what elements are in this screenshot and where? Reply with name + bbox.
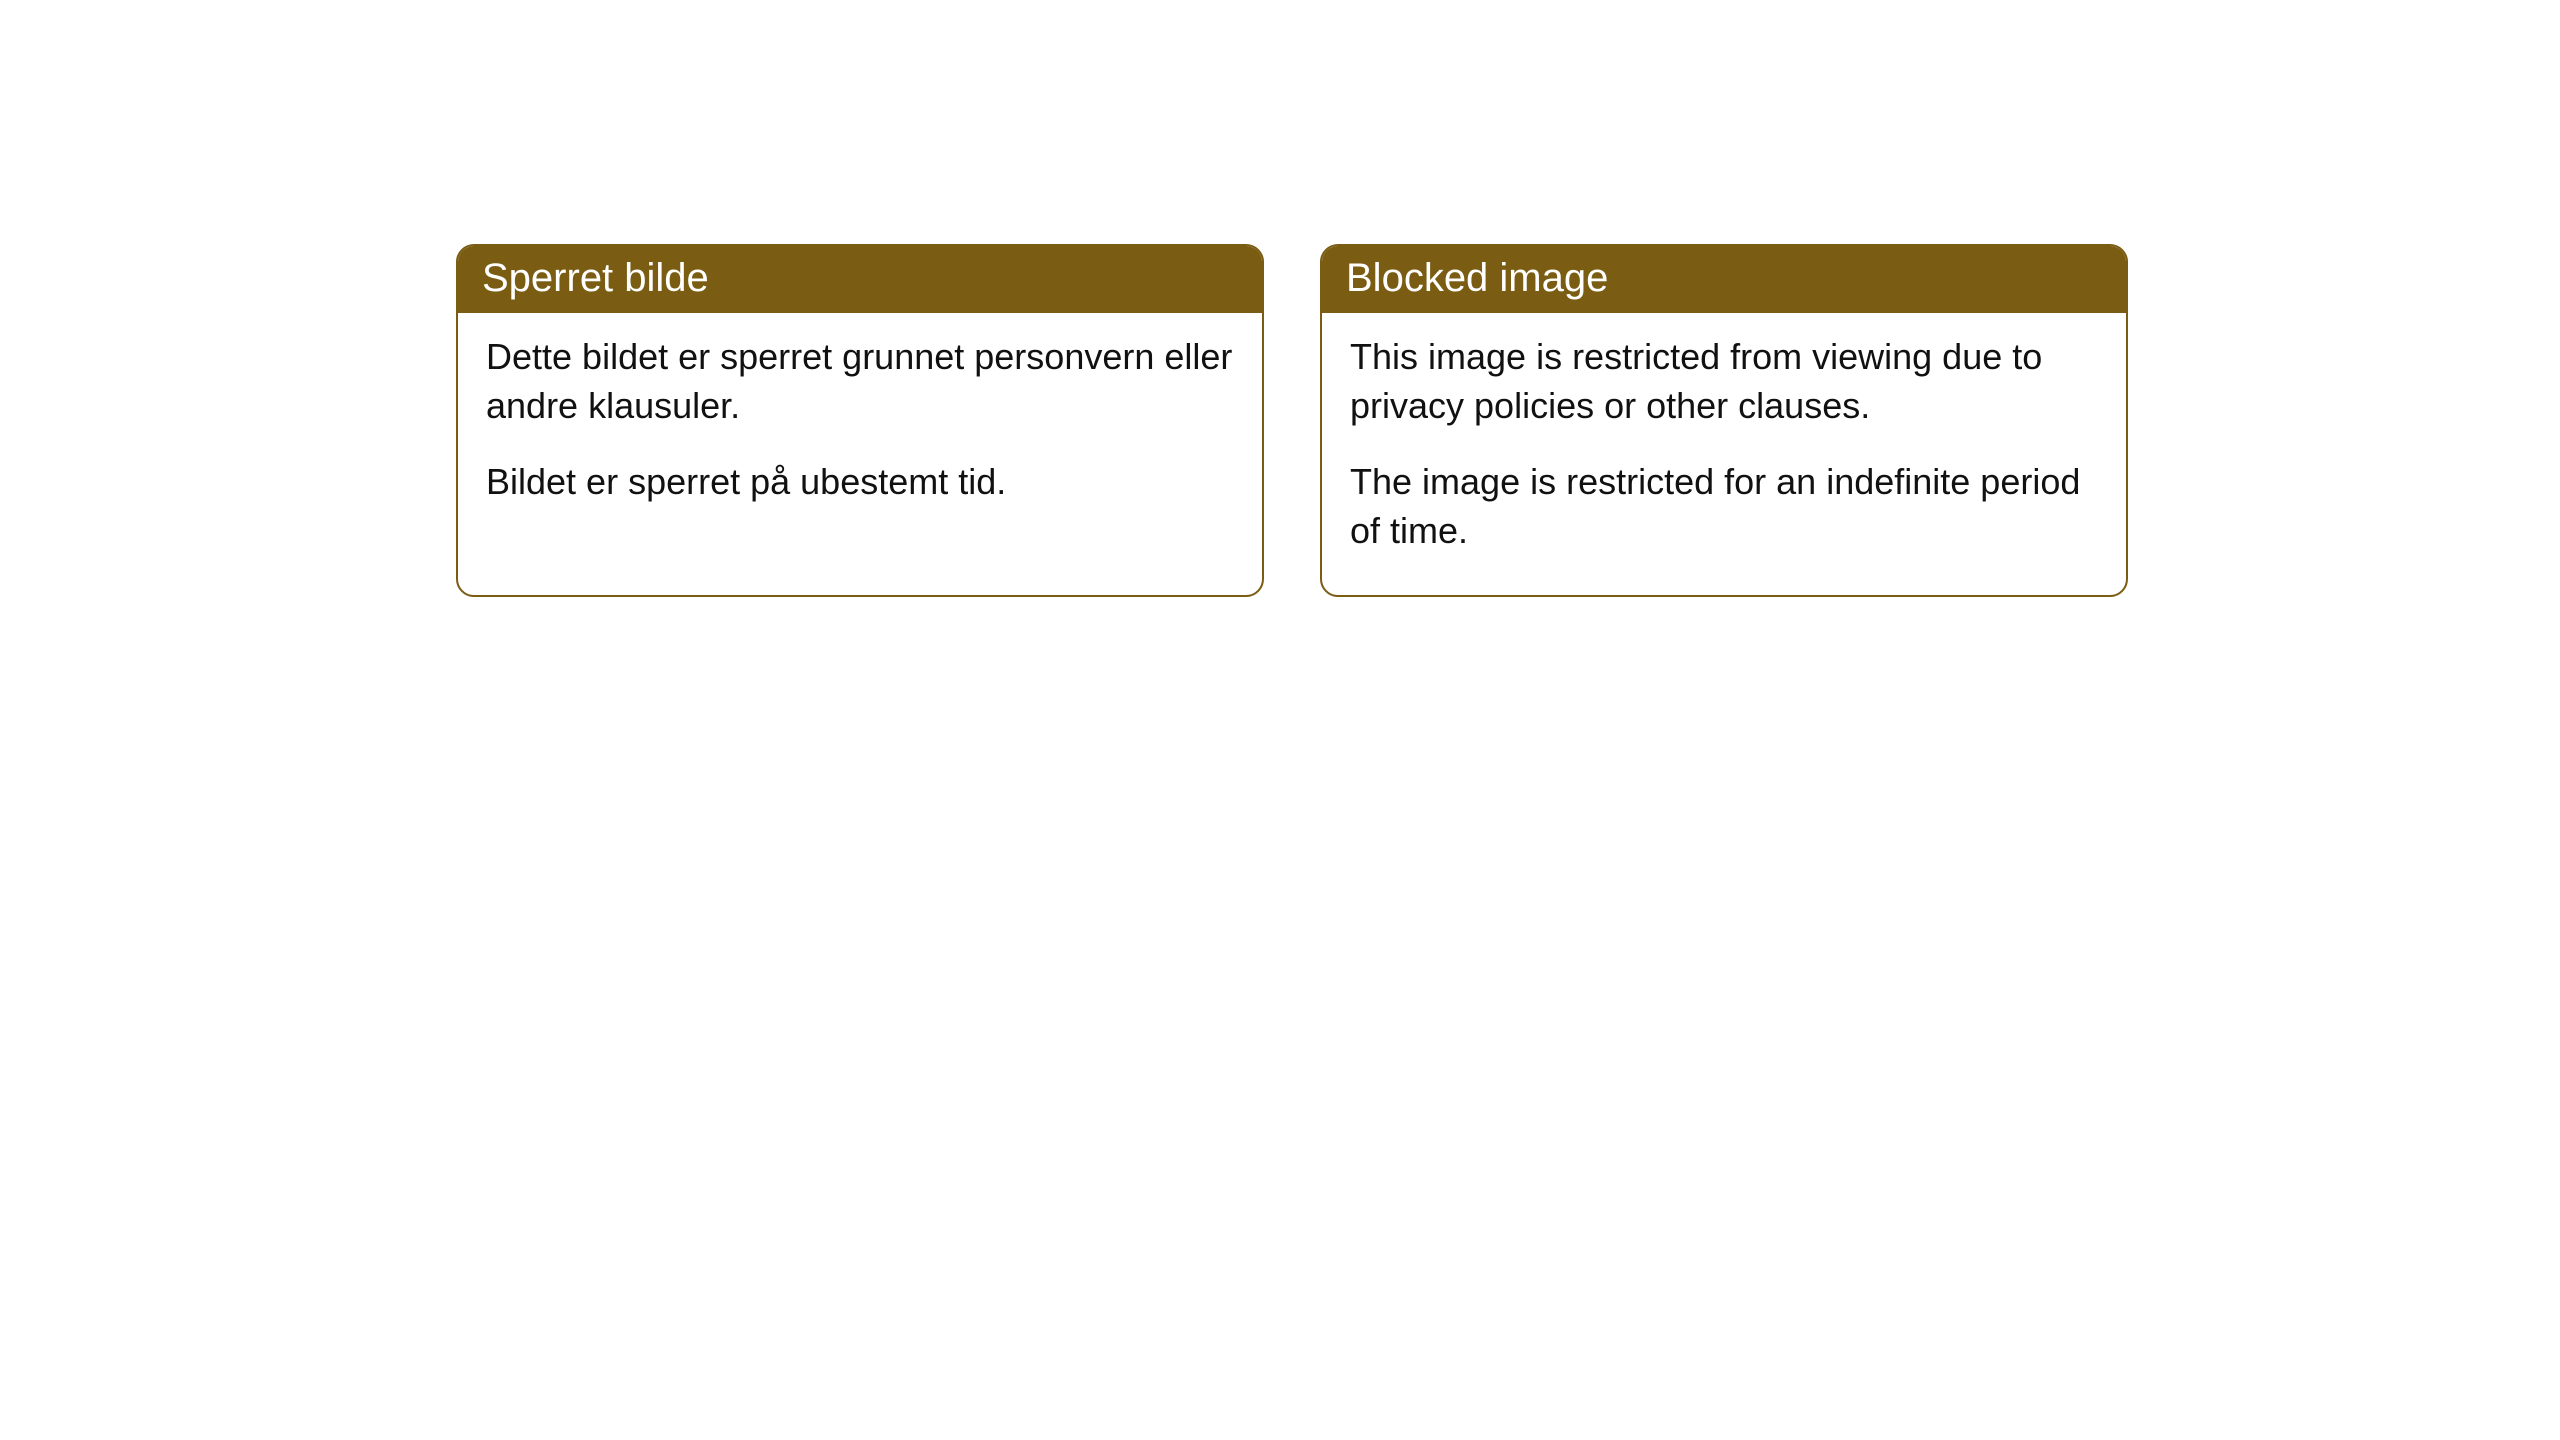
card-header: Sperret bilde — [458, 246, 1262, 313]
card-title: Sperret bilde — [482, 256, 709, 300]
blocked-image-card-english: Blocked image This image is restricted f… — [1320, 244, 2128, 597]
card-paragraph: The image is restricted for an indefinit… — [1350, 458, 2098, 555]
card-body: Dette bildet er sperret grunnet personve… — [458, 313, 1262, 547]
card-header: Blocked image — [1322, 246, 2126, 313]
card-body: This image is restricted from viewing du… — [1322, 313, 2126, 595]
card-paragraph: Dette bildet er sperret grunnet personve… — [486, 333, 1234, 430]
card-paragraph: This image is restricted from viewing du… — [1350, 333, 2098, 430]
blocked-image-card-norwegian: Sperret bilde Dette bildet er sperret gr… — [456, 244, 1264, 597]
notice-cards-container: Sperret bilde Dette bildet er sperret gr… — [456, 244, 2128, 597]
card-title: Blocked image — [1346, 256, 1608, 300]
card-paragraph: Bildet er sperret på ubestemt tid. — [486, 458, 1234, 507]
